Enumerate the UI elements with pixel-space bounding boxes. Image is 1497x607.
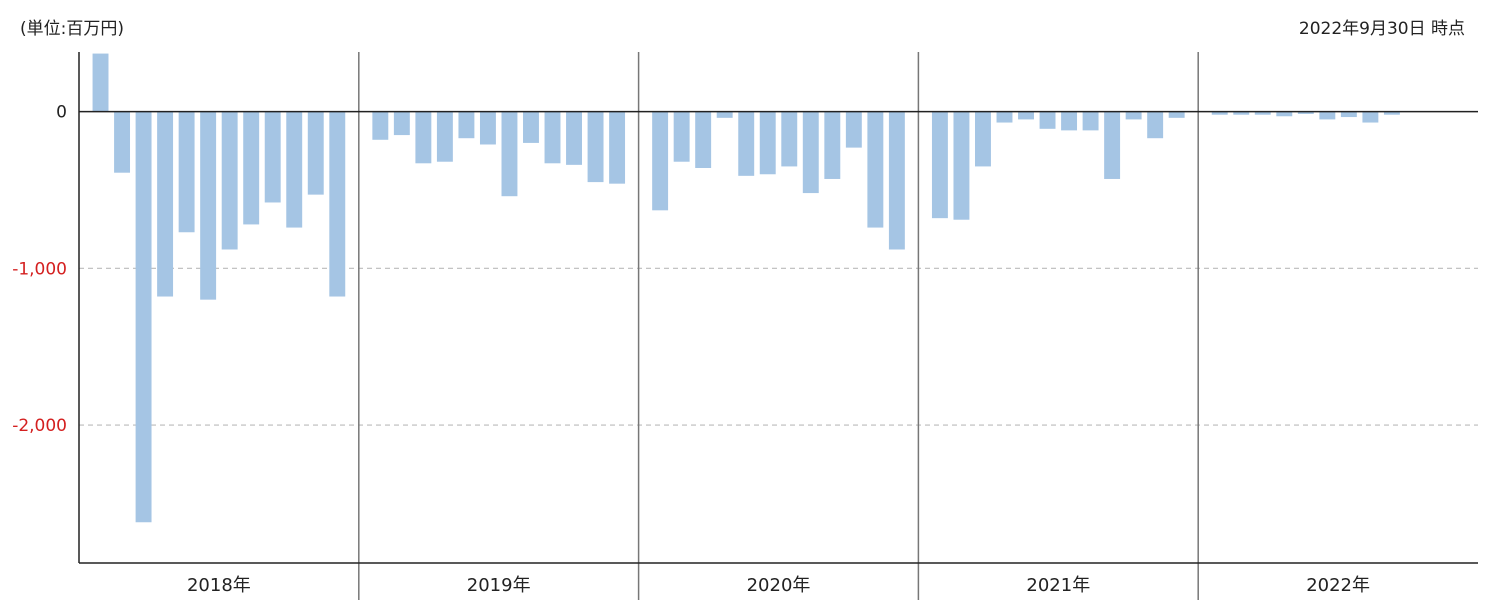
y-tick-label-2: -2,000 xyxy=(12,416,67,436)
bar-5-6 xyxy=(1319,111,1336,120)
bar-1-4 xyxy=(157,111,174,297)
bar-2-1 xyxy=(372,111,389,140)
bar-3-3 xyxy=(695,111,712,168)
bar-4-4 xyxy=(996,111,1013,123)
bar-1-8 xyxy=(243,111,260,225)
bar-2-5 xyxy=(458,111,475,139)
bar-5-7 xyxy=(1340,111,1357,118)
bar-2-10 xyxy=(566,111,582,165)
bar-3-8 xyxy=(802,111,819,194)
bar-2-6 xyxy=(479,111,496,145)
bar-2-8 xyxy=(523,111,539,143)
bar-4-7 xyxy=(1061,111,1078,131)
as-of-date-label: 2022年9月30日 時点 xyxy=(1298,19,1465,39)
year-label-5: 2022年 xyxy=(1306,575,1370,596)
bar-2-11 xyxy=(587,111,604,183)
bar-1-11 xyxy=(307,111,324,195)
bar-4-9 xyxy=(1104,111,1121,179)
bar-4-12 xyxy=(1168,111,1185,118)
bar-4-5 xyxy=(1018,111,1034,120)
bar-3-1 xyxy=(652,111,669,211)
bar-5-4 xyxy=(1276,111,1293,117)
year-label-4: 2021年 xyxy=(1026,575,1090,596)
bar-1-5 xyxy=(178,111,195,233)
bar-5-2 xyxy=(1233,111,1250,115)
bar-3-2 xyxy=(673,111,690,162)
year-label-3: 2020年 xyxy=(747,575,811,596)
bar-4-3 xyxy=(975,111,991,167)
y-tick-label-0: 0 xyxy=(56,103,67,123)
bar-3-9 xyxy=(824,111,841,179)
bar-1-10 xyxy=(286,111,303,228)
bar-5-3 xyxy=(1254,111,1271,115)
bar-5-8 xyxy=(1362,111,1379,123)
bar-1-12 xyxy=(329,111,346,297)
bar-2-7 xyxy=(501,111,518,197)
bar-2-3 xyxy=(415,111,432,164)
bar-2-4 xyxy=(436,111,453,162)
bar-2-9 xyxy=(544,111,561,164)
bar-5-5 xyxy=(1297,111,1314,114)
bar-2-2 xyxy=(393,111,410,136)
bar-1-7 xyxy=(221,111,238,250)
bar-3-12 xyxy=(888,111,905,250)
bar-3-6 xyxy=(759,111,776,175)
y-tick-label-1: -1,000 xyxy=(12,259,67,279)
bar-1-9 xyxy=(264,111,281,203)
unit-label: (単位:百万円) xyxy=(20,19,124,39)
bar-2-12 xyxy=(609,111,626,184)
bar-4-1 xyxy=(931,111,948,219)
bar-4-10 xyxy=(1125,111,1142,120)
bar-3-11 xyxy=(867,111,884,228)
bar-1-6 xyxy=(200,111,217,300)
bar-3-7 xyxy=(781,111,798,167)
bar-4-11 xyxy=(1147,111,1164,139)
bar-4-8 xyxy=(1082,111,1099,131)
bar-1-1 xyxy=(92,53,109,112)
year-label-2: 2019年 xyxy=(467,575,531,596)
bar-1-2 xyxy=(114,111,131,173)
bar-3-4 xyxy=(716,111,733,118)
bar-5-9 xyxy=(1383,111,1400,115)
bar-3-10 xyxy=(845,111,862,148)
bar-4-6 xyxy=(1039,111,1056,129)
year-label-1: 2018年 xyxy=(187,575,251,596)
bar-1-3 xyxy=(135,111,152,523)
bar-3-5 xyxy=(738,111,755,176)
bar-5-1 xyxy=(1211,111,1228,115)
bar-4-2 xyxy=(953,111,970,220)
